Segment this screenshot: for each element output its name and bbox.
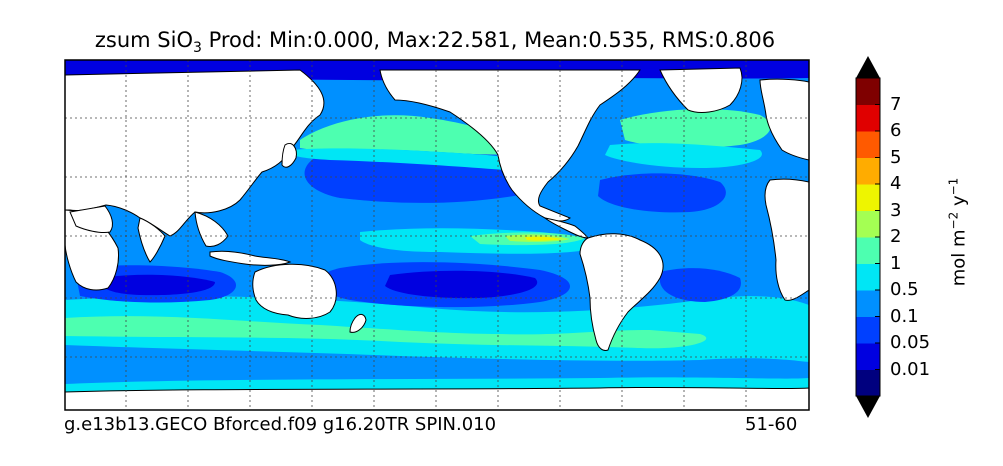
indian-gyre-core	[99, 274, 215, 296]
units-mid: y	[948, 195, 970, 212]
colorbar-swatch	[856, 210, 880, 238]
southern-blue-band	[65, 345, 809, 384]
title-prefix: zsum SiO	[94, 28, 193, 52]
colorbar-swatch	[856, 263, 880, 291]
colorbar-swatch	[856, 316, 880, 344]
greenland-landmass	[659, 67, 743, 113]
southeast-asia-landmass	[194, 211, 229, 247]
plot-title: zsum SiO3 Prod: Min:0.000, Max:22.581, M…	[0, 28, 870, 56]
indonesia-islands	[209, 250, 292, 266]
colorbar-tick-label: 0.01	[890, 358, 931, 380]
units-exponent-1: −2	[946, 211, 961, 230]
colorbar-units-label: mol m−2 y−1	[947, 178, 970, 287]
new-zealand	[349, 313, 367, 333]
units-prefix: mol m	[948, 229, 970, 287]
arabia-landmass	[69, 205, 113, 233]
west-africa-landmass	[764, 178, 809, 301]
north-atlantic-subpolar	[620, 108, 771, 148]
south-atlantic-gyre	[660, 268, 741, 302]
south-america-landmass	[579, 233, 664, 351]
colorbar-extend-min-arrow	[856, 396, 880, 418]
south-pacific-gyre-core	[385, 270, 538, 299]
colorbar-swatch	[856, 131, 880, 158]
north-atlantic-subpolar-cyan	[605, 143, 762, 168]
colorbar-swatch	[856, 237, 880, 264]
colorbar-tick-label: 6	[890, 120, 902, 141]
colorbar-swatch	[856, 78, 880, 105]
colorbar-tick-label: 0.05	[890, 332, 931, 353]
year-range-caption: 51-60	[745, 414, 798, 435]
colorbar-tick-label: 4	[890, 173, 902, 194]
colorbar-swatch	[856, 369, 880, 397]
colorbar-tick-label: 2	[890, 226, 902, 247]
india-landmass	[137, 217, 166, 263]
title-subscript: 3	[192, 40, 202, 57]
title-suffix: Prod: Min:0.000, Max:22.581, Mean:0.535,…	[201, 28, 776, 52]
colorbar-swatch	[856, 104, 880, 132]
colorbar-swatch	[856, 290, 880, 317]
units-exponent-2: −1	[946, 177, 961, 196]
map-frame	[64, 59, 810, 411]
colorbar-tick-label: 1	[890, 252, 902, 274]
colorbar-tick-label: 0.5	[890, 279, 919, 300]
run-name-caption: g.e13b13.GECO Bforced.f09 g16.20TR SPIN.…	[64, 414, 497, 435]
graticule	[65, 60, 809, 410]
colorbar-tick-label: 5	[890, 146, 902, 168]
eurasia-landmass	[65, 69, 325, 237]
north-atlantic-gyre	[598, 173, 726, 213]
colorbar-tick-label: 0.1	[890, 305, 919, 327]
colorbar-swatch	[856, 343, 880, 370]
colorbar-extend-max-arrow	[856, 56, 880, 78]
colorbar-swatch	[856, 184, 880, 211]
antarctica-landmass	[65, 386, 809, 410]
colorbar-swatch	[856, 157, 880, 185]
north-pacific-subarctic	[300, 115, 540, 155]
europe-landmass	[759, 78, 809, 161]
colorbar-tick-label: 7	[890, 93, 902, 115]
japan-islands	[281, 143, 297, 168]
colorbar-tick-label: 3	[890, 199, 902, 221]
southern-green-band	[65, 316, 707, 349]
colorbar-swatches	[855, 56, 881, 418]
equatorial-peak-core	[525, 236, 562, 241]
north-pacific-subarctic-cyan	[289, 148, 543, 172]
